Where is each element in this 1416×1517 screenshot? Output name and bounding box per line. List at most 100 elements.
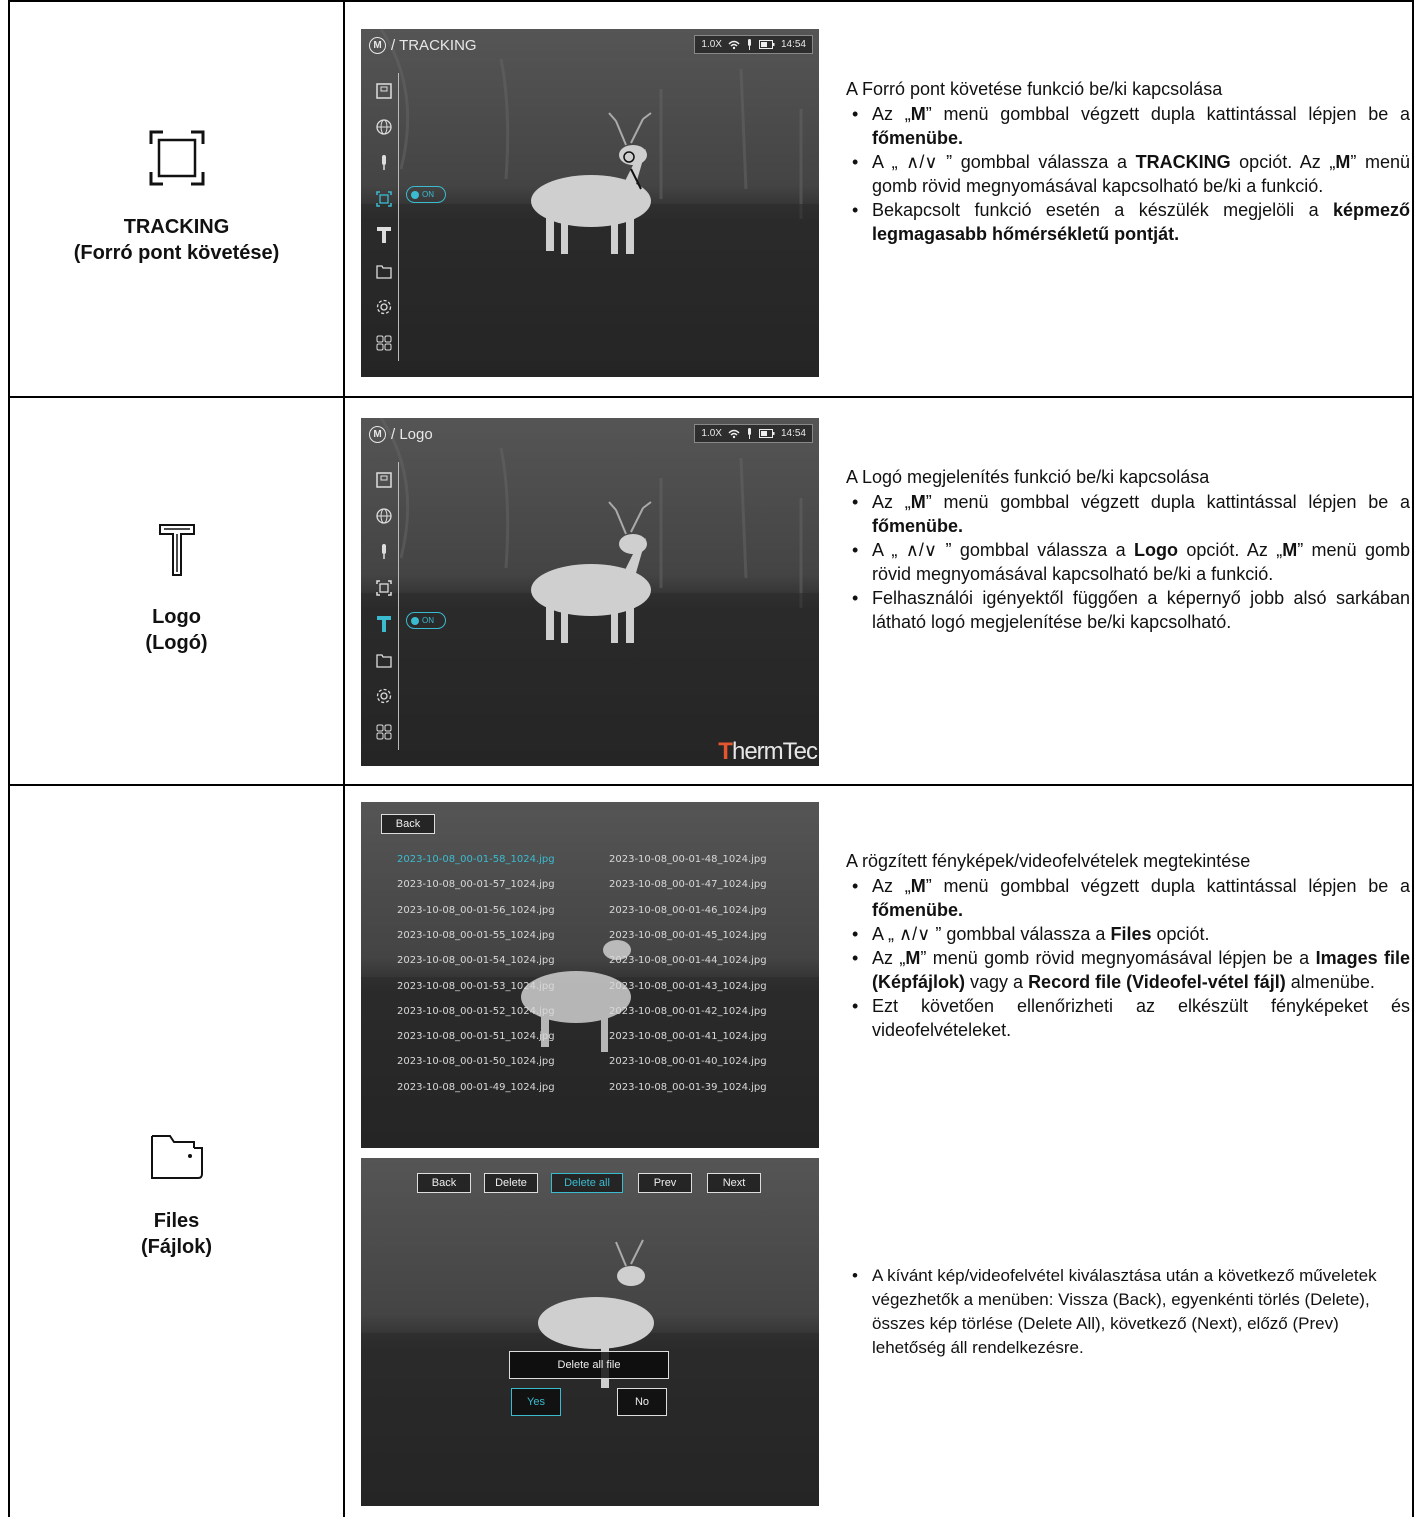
logo-toggle[interactable]: ON <box>406 612 446 629</box>
toggle-knob <box>411 190 419 199</box>
no-button[interactable]: No <box>617 1388 667 1416</box>
table-grid <box>8 0 1416 1517</box>
wifi-icon <box>728 429 740 438</box>
logo-description: A Logó megjelenítés funkció be/ki kapcso… <box>846 465 1410 634</box>
side-item-display[interactable] <box>369 462 398 498</box>
side-item-apps[interactable] <box>369 714 398 750</box>
tracking-screen: M / TRACKING 1.0X 14:54 ON <box>361 29 819 377</box>
menu-m-icon: M <box>369 426 386 443</box>
file-list-item[interactable]: 2023-10-08_00-01-45_1024.jpg <box>609 929 767 941</box>
file-list-item[interactable]: 2023-10-08_00-01-57_1024.jpg <box>397 879 555 891</box>
bullet-list: Az „M” menü gombbal végzett dupla kattin… <box>846 874 1410 1042</box>
file-list-item[interactable]: 2023-10-08_00-01-43_1024.jpg <box>609 980 767 992</box>
side-menu <box>369 73 399 361</box>
side-item-display[interactable] <box>369 73 398 109</box>
side-item-language[interactable] <box>369 498 398 534</box>
mic-icon <box>381 155 386 170</box>
tracking-description: A Forró pont követése funkció be/ki kapc… <box>846 77 1410 246</box>
tracking-toggle[interactable]: ON <box>406 186 446 203</box>
status-bar: 1.0X 14:54 <box>694 424 813 443</box>
screen-title: M / Logo <box>369 426 433 443</box>
thermal-scene <box>361 802 819 1148</box>
screen-title-text: / Logo <box>391 426 433 443</box>
side-item-language[interactable] <box>369 109 398 145</box>
brand-watermark: ThermTec <box>718 738 818 765</box>
files-action-screen: Back Delete Delete all Prev Next Delete … <box>361 1158 819 1506</box>
gear-icon <box>376 688 391 704</box>
side-item-audio[interactable] <box>369 534 398 570</box>
file-list-item[interactable]: 2023-10-08_00-01-53_1024.jpg <box>397 980 555 992</box>
grid-icon <box>376 724 391 740</box>
next-button[interactable]: Next <box>707 1173 761 1193</box>
confirm-dialog-title: Delete all file <box>509 1351 669 1379</box>
list-item: Bekapcsolt funkció esetén a készülék meg… <box>846 198 1410 246</box>
file-list-item[interactable]: 2023-10-08_00-01-50_1024.jpg <box>397 1056 555 1068</box>
globe-icon <box>375 508 392 524</box>
file-list-item[interactable]: 2023-10-08_00-01-44_1024.jpg <box>609 955 767 967</box>
folder-icon <box>375 264 392 279</box>
mic-icon <box>747 428 751 439</box>
row-title: TRACKING <box>123 216 230 238</box>
logo-icon <box>376 616 391 632</box>
side-item-tracking[interactable] <box>369 570 398 606</box>
back-button[interactable]: Back <box>381 814 435 834</box>
tracking-icon <box>375 580 392 596</box>
file-list-item[interactable]: 2023-10-08_00-01-48_1024.jpg <box>609 854 767 865</box>
gear-icon <box>376 299 391 315</box>
clock: 14:54 <box>780 39 806 50</box>
file-list-item[interactable]: 2023-10-08_00-01-52_1024.jpg <box>397 1005 555 1017</box>
row-label-tracking: TRACKING (Forró pont követése) <box>10 130 343 266</box>
side-item-files[interactable] <box>369 253 398 289</box>
screen-title: M / TRACKING <box>369 37 477 54</box>
pip-icon <box>375 83 392 99</box>
file-list-item[interactable]: 2023-10-08_00-01-42_1024.jpg <box>609 1005 767 1017</box>
globe-icon <box>375 119 392 135</box>
list-item: Az „M” menü gomb rövid megnyomásával lép… <box>846 946 1410 994</box>
delete-all-button[interactable]: Delete all <box>551 1173 623 1193</box>
row-label-logo: Logo (Logó) <box>10 524 343 656</box>
mic-icon <box>747 39 751 50</box>
toggle-knob <box>411 616 419 625</box>
list-item: A „ ∧/∨ ” gombbal válassza a TRACKING op… <box>846 150 1410 198</box>
list-item: A „ ∧/∨ ” gombbal válassza a Logo opciót… <box>846 538 1410 586</box>
row-title: Logo <box>152 606 201 628</box>
file-list-item[interactable]: 2023-10-08_00-01-56_1024.jpg <box>397 904 555 916</box>
tracking-icon <box>149 130 204 186</box>
file-list-item[interactable]: 2023-10-08_00-01-39_1024.jpg <box>609 1081 767 1093</box>
file-list-item[interactable]: 2023-10-08_00-01-47_1024.jpg <box>609 879 767 891</box>
side-item-audio[interactable] <box>369 145 398 181</box>
section-heading: A rögzített fényképek/videofelvételek me… <box>846 851 1251 871</box>
file-list-item[interactable]: 2023-10-08_00-01-58_1024.jpg <box>397 854 555 865</box>
thermal-scene <box>361 29 819 377</box>
row-label-files: Files (Fájlok) <box>10 1134 343 1260</box>
prev-button[interactable]: Prev <box>638 1173 692 1193</box>
menu-m-icon: M <box>369 37 386 54</box>
file-list-item[interactable]: 2023-10-08_00-01-40_1024.jpg <box>609 1056 767 1068</box>
side-menu <box>369 462 399 750</box>
file-list-item[interactable]: 2023-10-08_00-01-41_1024.jpg <box>609 1031 767 1043</box>
toggle-state: ON <box>422 616 434 625</box>
files-actions-description: A kívánt kép/videofelvétel kiválasztása … <box>846 1264 1410 1360</box>
file-list-item[interactable]: 2023-10-08_00-01-51_1024.jpg <box>397 1031 555 1043</box>
section-heading: A Logó megjelenítés funkció be/ki kapcso… <box>846 467 1210 487</box>
side-item-settings[interactable] <box>369 289 398 325</box>
side-item-logo[interactable] <box>369 606 398 642</box>
file-list-item[interactable]: 2023-10-08_00-01-46_1024.jpg <box>609 904 767 916</box>
side-item-logo[interactable] <box>369 217 398 253</box>
side-item-apps[interactable] <box>369 325 398 361</box>
side-item-tracking[interactable] <box>369 181 398 217</box>
logo-icon <box>158 524 195 576</box>
file-list-item[interactable]: 2023-10-08_00-01-55_1024.jpg <box>397 929 555 941</box>
side-item-settings[interactable] <box>369 678 398 714</box>
grid-icon <box>376 335 391 351</box>
yes-button[interactable]: Yes <box>511 1388 561 1416</box>
back-button[interactable]: Back <box>417 1173 471 1193</box>
folder-icon <box>150 1135 203 1179</box>
file-list-item[interactable]: 2023-10-08_00-01-54_1024.jpg <box>397 955 555 967</box>
list-item: Az „M” menü gombbal végzett dupla kattin… <box>846 490 1410 538</box>
file-list-item[interactable]: 2023-10-08_00-01-49_1024.jpg <box>397 1081 555 1093</box>
battery-icon <box>758 40 775 49</box>
delete-button[interactable]: Delete <box>484 1173 538 1193</box>
thermal-scene <box>361 1158 819 1506</box>
side-item-files[interactable] <box>369 642 398 678</box>
